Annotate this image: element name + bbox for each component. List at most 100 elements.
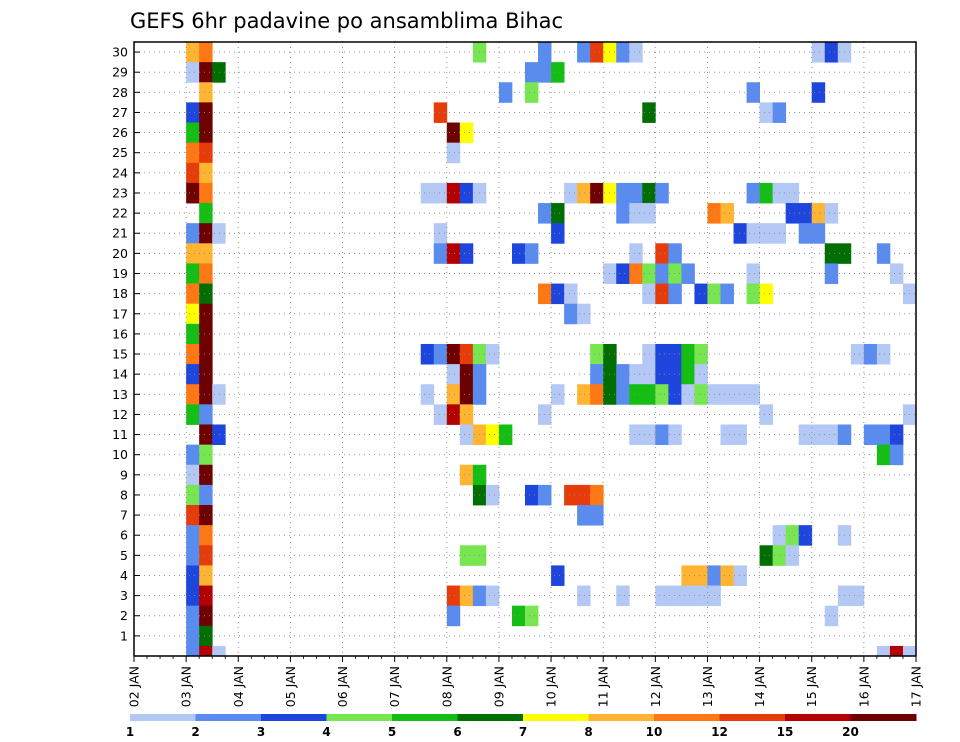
y-tick-label: 24 xyxy=(112,165,128,180)
heatmap-cell xyxy=(186,283,200,305)
heatmap-cell xyxy=(629,424,643,446)
y-tick-label: 25 xyxy=(112,145,128,160)
heatmap-cell xyxy=(433,102,448,123)
heatmap-cell xyxy=(446,243,461,264)
heatmap-cell xyxy=(668,243,682,264)
heatmap-cell xyxy=(551,223,565,244)
heatmap-cell xyxy=(433,223,448,244)
heatmap-cell xyxy=(720,283,734,305)
y-axis-ticks: 1234567891011121314151617181920212223242… xyxy=(112,45,140,643)
heatmap-cell xyxy=(446,343,461,365)
heatmap-cell xyxy=(785,182,800,204)
heatmap-cell xyxy=(746,283,760,305)
heatmap-cell xyxy=(863,424,878,446)
heatmap-cell xyxy=(798,223,813,244)
heatmap-cell xyxy=(186,343,200,365)
heatmap-cell xyxy=(420,343,435,365)
heatmap-cell xyxy=(186,484,200,506)
heatmap-cell xyxy=(824,424,839,446)
heatmap-cell xyxy=(590,343,604,365)
heatmap-cell xyxy=(811,223,826,244)
heatmap-cell xyxy=(446,182,461,204)
heatmap-cell xyxy=(446,122,461,144)
colorbar-swatch xyxy=(392,714,458,721)
heatmap-cell xyxy=(720,424,734,446)
heatmap-cell xyxy=(733,384,747,405)
heatmap-cell xyxy=(824,243,839,264)
heatmap-cell xyxy=(459,545,474,566)
heatmap-cell xyxy=(798,525,813,546)
heatmap-cell xyxy=(199,343,213,365)
heatmap-cell xyxy=(186,625,200,647)
heatmap-cell xyxy=(525,484,539,506)
heatmap-cell xyxy=(199,404,213,425)
heatmap-cell xyxy=(720,203,734,224)
colorbar-label: 5 xyxy=(388,725,396,739)
y-tick-label: 3 xyxy=(120,588,128,603)
colorbar: 1 2 3 4 5 6 7 8 10 12 15 20 xyxy=(126,714,917,739)
heatmap-cell xyxy=(694,283,708,305)
x-tick-label: 05 JAN xyxy=(283,666,298,707)
heatmap-cell xyxy=(720,384,734,405)
heatmap-cell xyxy=(590,182,604,204)
heatmap-cell xyxy=(694,343,708,365)
heatmap-cell xyxy=(199,162,213,184)
heatmap-cell xyxy=(681,565,695,586)
heatmap-cell xyxy=(199,243,213,264)
heatmap-cell xyxy=(446,142,461,164)
heatmap-cell xyxy=(420,182,435,204)
heatmap-cell xyxy=(629,42,643,63)
heatmap-cell xyxy=(186,384,200,405)
heatmap-cell xyxy=(811,42,826,63)
heatmap-cell xyxy=(850,343,865,365)
heatmap-cell xyxy=(876,424,891,446)
heatmap-cells xyxy=(186,42,917,657)
y-tick-label: 12 xyxy=(112,407,128,422)
colorbar-label: 6 xyxy=(453,725,461,739)
heatmap-cell xyxy=(525,605,539,627)
heatmap-cell xyxy=(186,243,200,264)
heatmap-cell xyxy=(746,223,760,244)
heatmap-cell xyxy=(186,464,200,486)
heatmap-cell xyxy=(212,424,226,446)
heatmap-cell xyxy=(525,243,539,264)
colorbar-label: 3 xyxy=(257,725,265,739)
colorbar-label: 7 xyxy=(519,725,527,739)
y-tick-label: 9 xyxy=(120,467,128,482)
heatmap-cell xyxy=(433,182,448,204)
heatmap-cell xyxy=(616,384,630,405)
heatmap-cell xyxy=(681,585,695,607)
heatmap-cell xyxy=(433,243,448,264)
heatmap-cell xyxy=(459,464,474,486)
heatmap-cell xyxy=(186,545,200,566)
heatmap-cell xyxy=(746,263,760,284)
heatmap-cell xyxy=(629,263,643,284)
chart-title: GEFS 6hr padavine po ansamblima Bihac xyxy=(130,9,563,33)
heatmap-cell xyxy=(655,585,669,607)
heatmap-cell xyxy=(733,424,747,446)
heatmap-cell xyxy=(186,505,200,526)
heatmap-cell xyxy=(733,565,747,586)
x-tick-label: 02 JAN xyxy=(127,666,142,707)
colorbar-label: 2 xyxy=(191,725,199,739)
heatmap-cell xyxy=(759,182,774,204)
heatmap-cell xyxy=(668,263,682,284)
heatmap-cell xyxy=(876,343,891,365)
heatmap-cell xyxy=(798,424,813,446)
heatmap-cell xyxy=(668,384,682,405)
heatmap-cell xyxy=(459,364,474,385)
heatmap-cell xyxy=(564,182,578,204)
heatmap-cell xyxy=(446,364,461,385)
heatmap-cell xyxy=(785,525,800,546)
heatmap-cell xyxy=(551,565,565,586)
heatmap-cell xyxy=(655,424,669,446)
heatmap-cell xyxy=(186,303,200,325)
heatmap-cell xyxy=(511,243,526,264)
heatmap-cell xyxy=(824,203,839,224)
heatmap-cell xyxy=(186,364,200,385)
heatmap-cell xyxy=(186,102,200,123)
colorbar-label: 20 xyxy=(842,725,859,739)
x-tick-label: 07 JAN xyxy=(387,666,402,707)
colorbar-swatch xyxy=(261,714,327,721)
colorbar-swatch xyxy=(457,714,524,721)
